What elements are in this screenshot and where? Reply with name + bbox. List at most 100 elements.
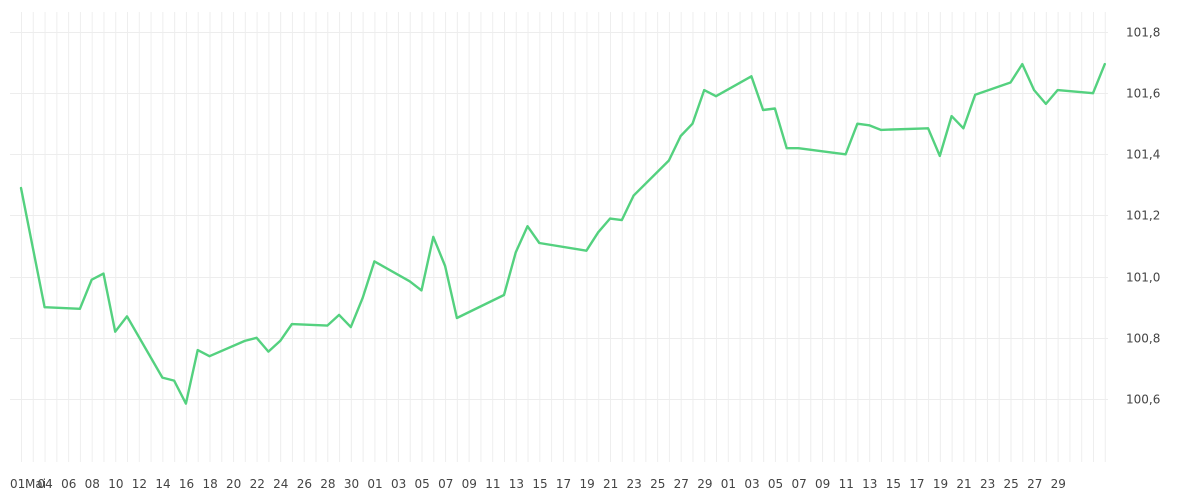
data-point: [1009, 81, 1012, 84]
data-point: [503, 294, 505, 296]
grid: [10, 12, 1108, 462]
data-point: [856, 122, 859, 125]
y-tick-label: 101,8: [1126, 26, 1160, 40]
data-point: [432, 235, 435, 238]
data-point: [196, 349, 199, 352]
data-point: [879, 128, 882, 131]
x-tick-label: 27: [1027, 477, 1042, 491]
data-point: [679, 135, 682, 137]
x-tick-label: 04: [38, 477, 53, 491]
data-point: [43, 306, 46, 309]
x-tick-label: 22: [250, 477, 265, 491]
data-point: [1033, 89, 1036, 92]
series-layer: [19, 62, 1106, 405]
data-point: [773, 107, 776, 110]
data-point: [243, 339, 246, 342]
data-point: [255, 336, 258, 339]
data-point: [962, 127, 965, 130]
data-point: [173, 379, 176, 382]
data-point: [1092, 92, 1094, 95]
data-point: [938, 154, 941, 157]
data-point: [408, 280, 411, 283]
data-point: [691, 122, 694, 125]
data-point: [868, 124, 871, 127]
data-point: [361, 297, 364, 300]
x-tick-label: 21: [956, 477, 971, 491]
x-tick-label: 19: [579, 477, 594, 491]
x-tick-label: 29: [1051, 477, 1066, 491]
x-tick-label: 18: [202, 477, 217, 491]
data-point: [844, 153, 847, 156]
data-point: [1103, 63, 1106, 66]
data-point: [927, 127, 930, 130]
data-point: [279, 339, 282, 342]
y-tick-label: 101,6: [1126, 87, 1160, 101]
x-tick-label: 16: [179, 477, 194, 491]
data-point: [950, 115, 953, 118]
x-tick-label: 20: [226, 477, 241, 491]
data-point: [832, 151, 835, 154]
data-point: [420, 289, 423, 292]
x-tick-label: 12: [132, 477, 147, 491]
data-point: [1056, 89, 1059, 92]
data-point: [184, 402, 187, 405]
x-tick-label: 05: [415, 477, 430, 491]
x-tick-label: 01: [10, 477, 25, 491]
data-point: [102, 272, 105, 275]
x-tick-label: 03: [391, 477, 406, 491]
data-point: [114, 330, 117, 333]
y-tick-label: 101,4: [1126, 148, 1160, 162]
x-tick-label: 03: [744, 477, 759, 491]
x-tick-label: 09: [815, 477, 830, 491]
x-tick-label: 15: [886, 477, 901, 491]
x-tick-label: 17: [556, 477, 571, 491]
y-tick-label: 100,8: [1126, 332, 1160, 346]
x-tick-label: 01: [721, 477, 736, 491]
data-point: [326, 324, 329, 327]
y-axis: 100,6 100,8 101,0 101,2 101,4 101,6 101,8: [1126, 26, 1160, 407]
data-point: [78, 307, 81, 310]
x-tick-label: 25: [1004, 477, 1019, 491]
x-tick-label: 13: [509, 477, 524, 491]
y-tick-label: 101,0: [1126, 271, 1160, 285]
data-point: [585, 249, 588, 252]
x-tick-label: 13: [862, 477, 877, 491]
data-point: [797, 147, 800, 150]
data-point: [455, 317, 458, 319]
y-tick-label: 101,2: [1126, 209, 1160, 223]
data-point: [609, 217, 611, 220]
data-point: [90, 278, 93, 281]
data-point: [208, 355, 211, 358]
data-point: [667, 159, 670, 162]
data-point: [715, 95, 717, 98]
data-point: [974, 93, 977, 96]
data-point: [1021, 63, 1024, 66]
x-tick-label: 25: [650, 477, 665, 491]
data-point: [373, 260, 376, 263]
x-tick-label: 06: [61, 477, 76, 491]
data-point: [20, 187, 22, 189]
x-tick-label: 26: [297, 477, 312, 491]
x-tick-label: 15: [532, 477, 547, 491]
data-point: [444, 265, 447, 267]
data-point: [762, 109, 765, 111]
x-tick-label: 08: [85, 477, 100, 491]
data-point: [620, 219, 623, 222]
x-tick-label: 23: [627, 477, 642, 491]
x-tick-label: 11: [839, 477, 854, 491]
data-point: [785, 147, 788, 150]
x-tick-label: 28: [320, 477, 335, 491]
x-tick-label: 11: [485, 477, 500, 491]
x-tick-label: 27: [674, 477, 689, 491]
data-point: [597, 231, 600, 234]
x-tick-label: 09: [462, 477, 477, 491]
x-tick-label: 14: [155, 477, 170, 491]
x-tick-label: 19: [933, 477, 948, 491]
x-tick-label: 07: [438, 477, 453, 491]
data-point: [703, 89, 706, 92]
x-tick-label: 30: [344, 477, 359, 491]
data-point: [290, 323, 293, 326]
x-tick-label: 01: [367, 477, 382, 491]
